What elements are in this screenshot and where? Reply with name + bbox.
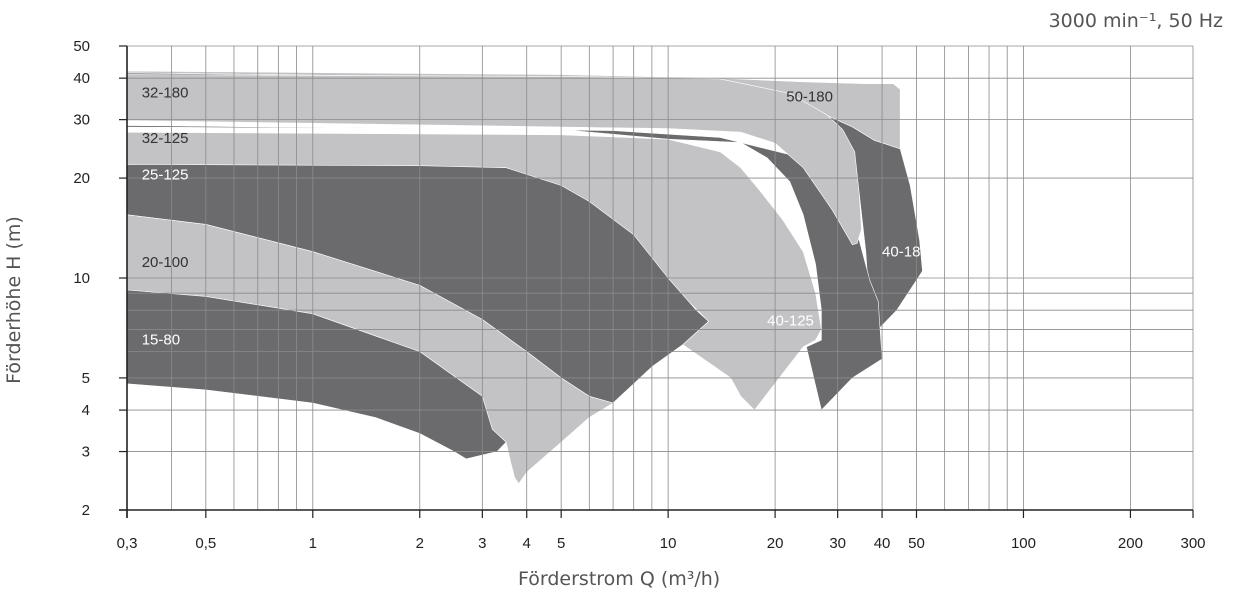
- y-tick-labels: 2 3 4 5 10 20 30 40 50: [73, 38, 90, 519]
- x-tick-label: 100: [1011, 535, 1036, 552]
- series-label-32-180: 32-180: [142, 84, 189, 101]
- curve-areas: [126, 70, 923, 484]
- y-tick-label: 40: [73, 70, 90, 87]
- x-tick-label: 20: [767, 535, 784, 552]
- series-label-40-125: 40-125: [767, 312, 814, 329]
- x-tick-label: 2: [416, 535, 424, 552]
- y-tick-label: 3: [82, 444, 90, 461]
- y-tick-label: 50: [73, 38, 90, 55]
- series-label-25-125: 25-125: [142, 167, 189, 184]
- x-tick-label: 30: [829, 535, 846, 552]
- x-tick-label: 300: [1180, 535, 1205, 552]
- x-axis-label: Förderstrom Q (m³/h): [518, 568, 721, 590]
- x-tick-label: 200: [1118, 535, 1143, 552]
- x-tick-label: 4: [523, 535, 531, 552]
- y-axis-label: Förderhöhe H (m): [3, 216, 25, 384]
- x-tick-label: 0,5: [195, 535, 216, 552]
- series-labels: 50-180 40-180 40-125 32-180 32-125 25-125 20-1…: [142, 84, 929, 348]
- series-label-40-180: 40-180: [882, 244, 929, 261]
- x-tick-label: 10: [660, 535, 677, 552]
- x-tick-label: 40: [874, 535, 891, 552]
- y-tick-label: 4: [82, 402, 90, 419]
- x-tick-label: 50: [908, 535, 925, 552]
- y-tick-label: 10: [73, 270, 90, 287]
- x-tick-label: 3: [478, 535, 486, 552]
- series-label-32-125: 32-125: [142, 130, 189, 147]
- y-tick-label: 2: [82, 502, 90, 519]
- x-tick-labels: 0,3 0,5 1 2 3 4 5 10 20 30 40 50 100 200 300: [117, 535, 1206, 552]
- y-tick-label: 5: [82, 370, 90, 387]
- axes: [119, 45, 1194, 518]
- x-tick-label: 1: [309, 535, 317, 552]
- series-label-50-180: 50-180: [786, 89, 833, 106]
- y-tick-label: 30: [73, 112, 90, 129]
- grid-lines: [127, 45, 1194, 510]
- series-label-20-100: 20-100: [142, 254, 189, 271]
- series-label-15-80: 15-80: [142, 332, 180, 349]
- curve-area-15-80: [126, 289, 507, 460]
- y-tick-label: 20: [73, 170, 90, 187]
- x-tick-label: 0,3: [117, 535, 138, 552]
- x-tick-label: 5: [557, 535, 565, 552]
- chart-subtitle: 3000 min⁻¹, 50 Hz: [1048, 10, 1223, 32]
